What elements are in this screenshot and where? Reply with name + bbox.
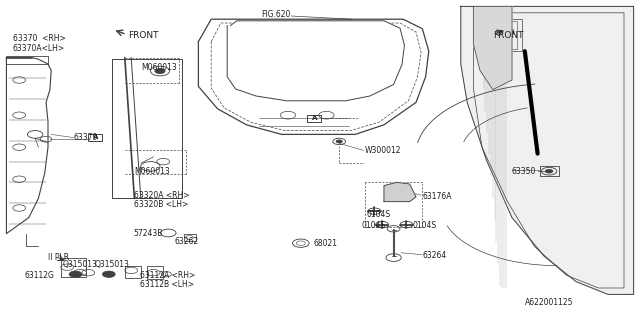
Circle shape	[336, 140, 342, 143]
Circle shape	[393, 190, 401, 194]
Text: 68021: 68021	[314, 239, 338, 248]
Bar	[125, 266, 141, 278]
Text: 63370  <RH>: 63370 <RH>	[13, 34, 65, 43]
Bar	[112, 59, 182, 198]
Text: W300012: W300012	[365, 146, 401, 155]
Text: 63370A<LH>: 63370A<LH>	[13, 44, 65, 52]
Text: 63176A: 63176A	[422, 192, 452, 201]
Text: 63112G: 63112G	[24, 271, 54, 280]
Bar	[483, 19, 522, 51]
Text: 0104S: 0104S	[362, 221, 386, 230]
Text: 63350: 63350	[512, 167, 536, 176]
Text: II PLR: II PLR	[48, 253, 69, 262]
Text: 0104S: 0104S	[413, 221, 437, 230]
Text: 57243B: 57243B	[133, 229, 163, 238]
Text: 63320A <RH>: 63320A <RH>	[134, 191, 190, 200]
Bar	[488, 21, 517, 49]
Polygon shape	[474, 6, 512, 90]
Bar	[184, 234, 196, 241]
Text: A: A	[312, 115, 317, 121]
Text: FIG.620: FIG.620	[261, 10, 291, 19]
Text: M060013: M060013	[141, 63, 177, 72]
Polygon shape	[384, 182, 416, 202]
Text: M060013: M060013	[134, 167, 170, 176]
Bar	[540, 166, 559, 176]
Circle shape	[491, 26, 514, 38]
Polygon shape	[227, 21, 404, 101]
Bar	[147, 266, 163, 279]
Text: 63112B <LH>: 63112B <LH>	[140, 280, 193, 289]
Bar	[6, 56, 48, 64]
Text: 0104S: 0104S	[366, 210, 390, 219]
Bar	[88, 134, 102, 141]
Text: 63262: 63262	[174, 237, 198, 246]
Circle shape	[69, 271, 82, 277]
Circle shape	[155, 68, 165, 74]
Circle shape	[102, 271, 115, 277]
Text: A: A	[93, 134, 98, 140]
Text: Q315013: Q315013	[95, 260, 129, 269]
Text: FRONT: FRONT	[128, 31, 159, 40]
Polygon shape	[461, 6, 634, 294]
Bar	[307, 115, 321, 122]
Text: 63112A <RH>: 63112A <RH>	[140, 271, 195, 280]
Text: 63264: 63264	[422, 252, 447, 260]
Text: 63320B <LH>: 63320B <LH>	[134, 200, 189, 209]
Text: A622001125: A622001125	[525, 298, 573, 307]
Text: FRONT: FRONT	[493, 31, 524, 40]
Bar	[61, 258, 86, 277]
Text: Q315013: Q315013	[63, 260, 97, 269]
Circle shape	[545, 169, 553, 173]
Text: 63379: 63379	[74, 133, 98, 142]
